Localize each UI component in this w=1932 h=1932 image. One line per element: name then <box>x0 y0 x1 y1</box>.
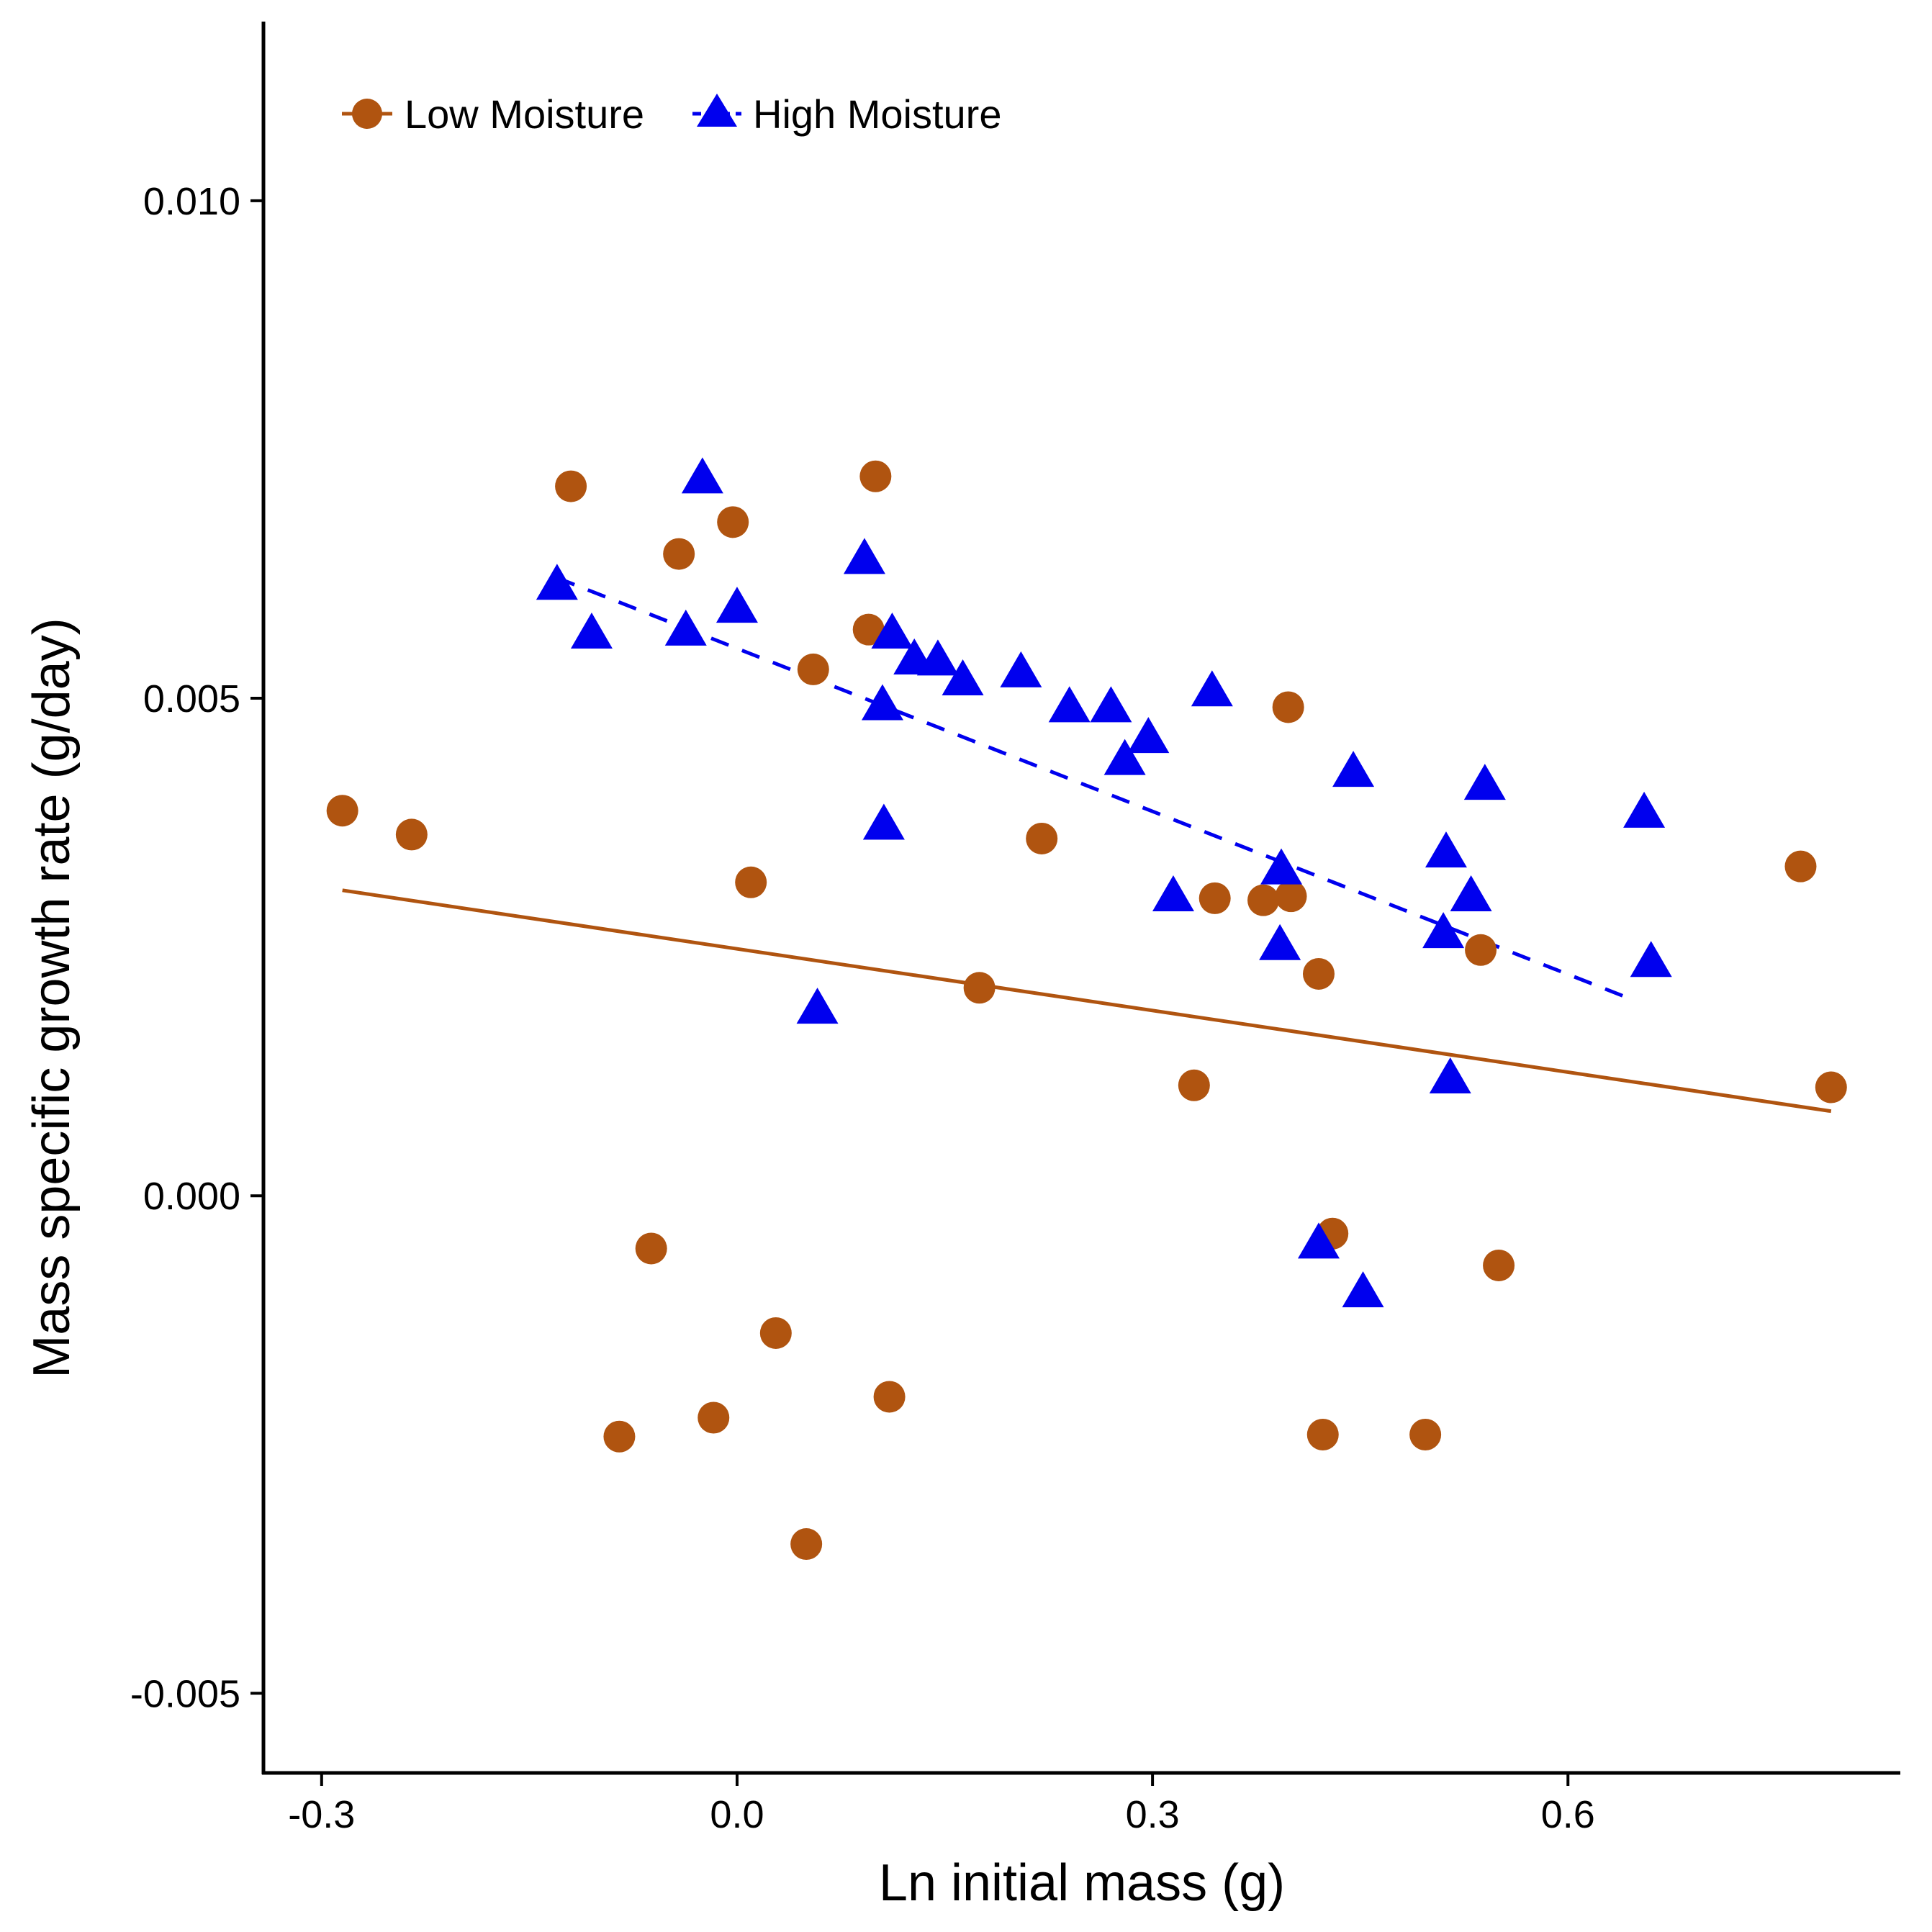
point-low-moisture <box>759 1317 792 1349</box>
point-high-moisture <box>1000 651 1042 687</box>
legend-low-moisture-marker <box>352 99 382 129</box>
point-low-moisture <box>735 866 767 898</box>
point-high-moisture <box>1450 875 1492 911</box>
point-low-moisture <box>663 538 695 570</box>
point-high-moisture <box>664 609 707 646</box>
legend-high-moisture-label: High Moisture <box>753 91 1001 137</box>
ticks: -0.3 0.0 0.3 0.6 -0.005 0.000 0.005 0.010 <box>130 180 1595 1836</box>
point-low-moisture <box>790 1528 823 1561</box>
point-high-moisture <box>1429 1057 1471 1093</box>
point-low-moisture <box>1199 882 1231 914</box>
point-high-moisture <box>1048 686 1091 723</box>
point-high-moisture <box>916 639 959 676</box>
point-high-moisture <box>1422 912 1465 949</box>
legend-entry-low-moisture: Low Moisture <box>342 91 644 137</box>
legend: Low Moisture High Moisture <box>342 91 1001 137</box>
point-low-moisture <box>797 653 829 685</box>
point-high-moisture <box>862 803 905 840</box>
point-high-moisture <box>796 988 839 1024</box>
x-tick-label: 0.6 <box>1541 1793 1595 1836</box>
fit-line-low-moisture <box>342 888 1832 1114</box>
point-high-moisture <box>1152 875 1194 911</box>
point-low-moisture <box>1026 822 1058 854</box>
point-high-moisture <box>1297 1222 1340 1259</box>
axes <box>261 22 1900 1775</box>
point-high-moisture <box>1332 751 1375 787</box>
point-low-moisture <box>852 613 885 646</box>
point-high-moisture <box>1623 791 1666 828</box>
point-high-moisture <box>1463 764 1506 800</box>
point-low-moisture <box>698 1401 730 1434</box>
legend-entry-high-moisture: High Moisture <box>692 91 1001 137</box>
point-high-moisture <box>1630 941 1672 978</box>
x-tick-label: 0.0 <box>710 1793 764 1836</box>
point-high-moisture <box>861 684 903 721</box>
point-low-moisture <box>963 972 996 1004</box>
point-low-moisture <box>1465 934 1497 966</box>
point-high-moisture <box>681 457 723 494</box>
point-high-moisture <box>843 538 885 574</box>
point-low-moisture <box>717 506 749 538</box>
y-tick-label: -0.005 <box>130 1672 240 1715</box>
point-high-moisture <box>1090 686 1132 723</box>
point-low-moisture <box>1306 1418 1339 1450</box>
point-low-moisture <box>1302 957 1335 990</box>
point-low-moisture <box>555 470 587 502</box>
point-high-moisture <box>1259 924 1301 960</box>
point-high-moisture <box>1342 1271 1384 1308</box>
point-high-moisture <box>716 587 758 623</box>
point-high-moisture <box>1127 717 1170 754</box>
point-low-moisture <box>1272 691 1304 723</box>
point-high-moisture <box>1425 831 1467 868</box>
point-low-moisture <box>1178 1069 1210 1101</box>
y-tick-label: 0.005 <box>143 677 240 721</box>
x-tick-label: 0.3 <box>1126 1793 1180 1836</box>
point-high-moisture <box>1260 848 1303 885</box>
legend-low-moisture-label: Low Moisture <box>405 91 644 137</box>
data-points <box>326 457 1847 1561</box>
y-axis-title: Mass specific growth rate (g/day) <box>23 618 81 1378</box>
point-low-moisture <box>1275 880 1307 913</box>
y-tick-label: 0.010 <box>143 180 240 223</box>
point-low-moisture <box>873 1381 906 1413</box>
y-tick-label: 0.000 <box>143 1175 240 1218</box>
point-low-moisture <box>1483 1249 1515 1281</box>
x-tick-label: -0.3 <box>288 1793 355 1836</box>
point-high-moisture <box>1103 739 1146 775</box>
point-low-moisture <box>1784 850 1817 883</box>
x-axis-title: Ln initial mass (g) <box>879 1854 1285 1912</box>
point-high-moisture <box>942 659 984 695</box>
point-high-moisture <box>570 613 613 649</box>
point-low-moisture <box>326 795 358 827</box>
point-low-moisture <box>603 1420 636 1453</box>
point-low-moisture <box>395 818 428 851</box>
point-low-moisture <box>859 460 892 492</box>
point-low-moisture <box>1815 1071 1847 1103</box>
point-high-moisture <box>871 613 913 649</box>
legend-high-moisture-marker <box>697 94 737 127</box>
point-low-moisture <box>1409 1418 1442 1450</box>
point-high-moisture <box>536 564 578 600</box>
point-low-moisture <box>1247 884 1280 916</box>
point-low-moisture <box>635 1232 667 1265</box>
point-high-moisture <box>1191 670 1233 707</box>
